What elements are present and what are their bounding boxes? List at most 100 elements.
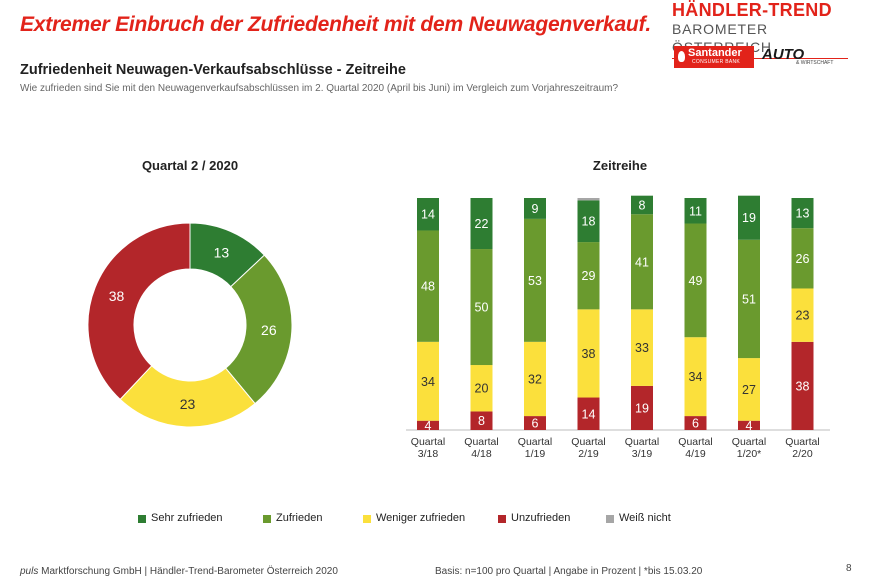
bar-value-label: 48	[421, 280, 435, 294]
bar-value-label: 38	[582, 347, 596, 361]
bar-value-label: 53	[528, 274, 542, 288]
bar-value-label: 19	[742, 211, 756, 225]
bar-segment-weniger-zufrieden	[577, 309, 600, 398]
brand-logo-block: HÄNDLER-TREND BAROMETER ÖSTERREICH Santa…	[672, 0, 848, 68]
bar-segment-zufrieden	[417, 230, 439, 342]
bar-value-label: 14	[421, 208, 435, 222]
bar-value-label: 33	[635, 341, 649, 355]
bar-segment-zufrieden	[791, 228, 814, 289]
donut-slice-zufrieden	[224, 254, 293, 405]
donut-slice-weniger-zufrieden	[119, 365, 256, 428]
bar-value-label: 6	[532, 417, 539, 431]
footer-basis: Basis: n=100 pro Quartal | Angabe in Pro…	[435, 566, 703, 577]
bar-segment-weniger-zufrieden	[470, 365, 493, 412]
bar-segment-sehr-zufrieden	[684, 198, 707, 224]
bar-value-label: 8	[639, 198, 646, 212]
legend-swatch	[263, 515, 271, 523]
bar-segment-weiss-nicht	[577, 198, 600, 201]
bar-value-label: 11	[689, 204, 702, 218]
legend-label: Weiß nicht	[619, 512, 671, 524]
footer-source: puls Marktforschung GmbH | Händler-Trend…	[20, 566, 338, 577]
x-tick-label: 4/18	[471, 448, 492, 460]
bar-segment-sehr-zufrieden	[577, 200, 600, 243]
bar-value-label: 41	[635, 255, 649, 269]
legend-swatch	[138, 515, 146, 523]
legend-swatch	[498, 515, 506, 523]
bar-value-label: 4	[746, 419, 753, 433]
bar-segment-weniger-zufrieden	[791, 288, 814, 342]
slide-subtitle: Zufriedenheit Neuwagen-Verkaufsabschlüss…	[20, 62, 406, 78]
legend-swatch	[606, 515, 614, 523]
donut-chart: 13 26 23 38	[87, 222, 293, 428]
legend-label: Unzufrieden	[511, 512, 571, 524]
santander-sub: CONSUMER BANK	[692, 59, 741, 65]
bar-segment-weniger-zufrieden	[738, 358, 760, 421]
bar-segment-zufrieden	[577, 242, 600, 310]
bar-segment-unzufrieden	[577, 397, 600, 430]
bar-value-label: 19	[635, 401, 649, 415]
bar-value-label: 34	[421, 375, 435, 389]
bar-segment-weniger-zufrieden	[524, 341, 546, 417]
donut-slice-unzufrieden	[87, 222, 191, 401]
legend: Sehr zufrieden Zufrieden Weniger zufried…	[138, 512, 838, 528]
bar-segment-zufrieden	[684, 223, 707, 338]
headline: Extremer Einbruch der Zufriedenheit mit …	[20, 13, 651, 36]
donut-slice-label: 23	[180, 396, 196, 412]
legend-label: Sehr zufrieden	[151, 512, 223, 524]
auto-wirtschaft-logo: AUTO	[762, 46, 805, 63]
bar-value-label: 22	[475, 217, 489, 231]
stacked-bar-chart: 4344814Quartal3/188205022Quartal4/186325…	[406, 195, 830, 460]
bar-segment-weniger-zufrieden	[631, 309, 653, 386]
footer-company-rest: Marktforschung GmbH | Händler-Trend-Baro…	[38, 566, 338, 577]
bar-segment-unzufrieden	[417, 420, 439, 430]
x-tick-label: 2/20	[792, 448, 813, 460]
bar-value-label: 29	[582, 269, 596, 283]
bar-segment-sehr-zufrieden	[417, 198, 439, 231]
bar-value-label: 27	[742, 383, 756, 397]
donut-slice-label: 26	[261, 322, 277, 338]
bar-value-label: 26	[796, 252, 810, 266]
bar-segment-unzufrieden	[791, 341, 814, 430]
bar-value-label: 34	[689, 370, 703, 384]
bar-segment-sehr-zufrieden	[470, 198, 493, 250]
x-tick-label: 3/18	[418, 448, 439, 460]
bar-segment-zufrieden	[470, 249, 493, 366]
bar-value-label: 50	[475, 301, 489, 315]
x-tick-label: Quartal	[464, 436, 498, 448]
x-tick-label: Quartal	[785, 436, 819, 448]
x-tick-label: Quartal	[571, 436, 605, 448]
bar-segment-sehr-zufrieden	[738, 195, 760, 240]
bar-segment-sehr-zufrieden	[631, 195, 653, 215]
santander-name: Santander	[688, 47, 742, 59]
bar-chart-title: Zeitreihe	[592, 158, 648, 173]
footer-company-italic: puls	[20, 566, 39, 577]
bar-value-label: 18	[582, 215, 596, 229]
bar-value-label: 49	[689, 274, 703, 288]
x-tick-label: Quartal	[518, 436, 552, 448]
bar-segment-unzufrieden	[631, 385, 653, 430]
x-tick-label: 1/20*	[737, 448, 762, 460]
x-tick-label: Quartal	[411, 436, 445, 448]
bar-segment-zufrieden	[631, 214, 653, 310]
legend-label: Weniger zufrieden	[376, 512, 466, 524]
bar-value-label: 8	[478, 414, 485, 428]
legend-label: Zufrieden	[276, 512, 323, 524]
sponsor-logos: Santander CONSUMER BANK AUTO & WIRTSCHAF…	[672, 46, 848, 68]
bar-segment-sehr-zufrieden	[791, 198, 814, 229]
x-tick-label: Quartal	[625, 436, 659, 448]
bar-segment-sehr-zufrieden	[524, 198, 546, 219]
bar-value-label: 32	[528, 372, 542, 386]
bar-segment-unzufrieden	[524, 416, 546, 430]
survey-question: Wie zufrieden sind Sie mit den Neuwagenv…	[20, 83, 619, 94]
bar-value-label: 51	[742, 292, 756, 306]
brand-title: HÄNDLER-TREND	[672, 0, 832, 20]
bar-value-label: 9	[532, 202, 539, 216]
donut-slice-label: 13	[214, 244, 230, 260]
santander-logo: Santander CONSUMER BANK	[674, 46, 754, 68]
bar-segment-zufrieden	[524, 218, 546, 342]
x-tick-label: 2/19	[578, 448, 599, 460]
bar-value-label: 38	[796, 379, 810, 393]
bar-value-label: 20	[475, 382, 489, 396]
bar-segment-unzufrieden	[470, 411, 493, 430]
bar-value-label: 6	[692, 417, 699, 431]
